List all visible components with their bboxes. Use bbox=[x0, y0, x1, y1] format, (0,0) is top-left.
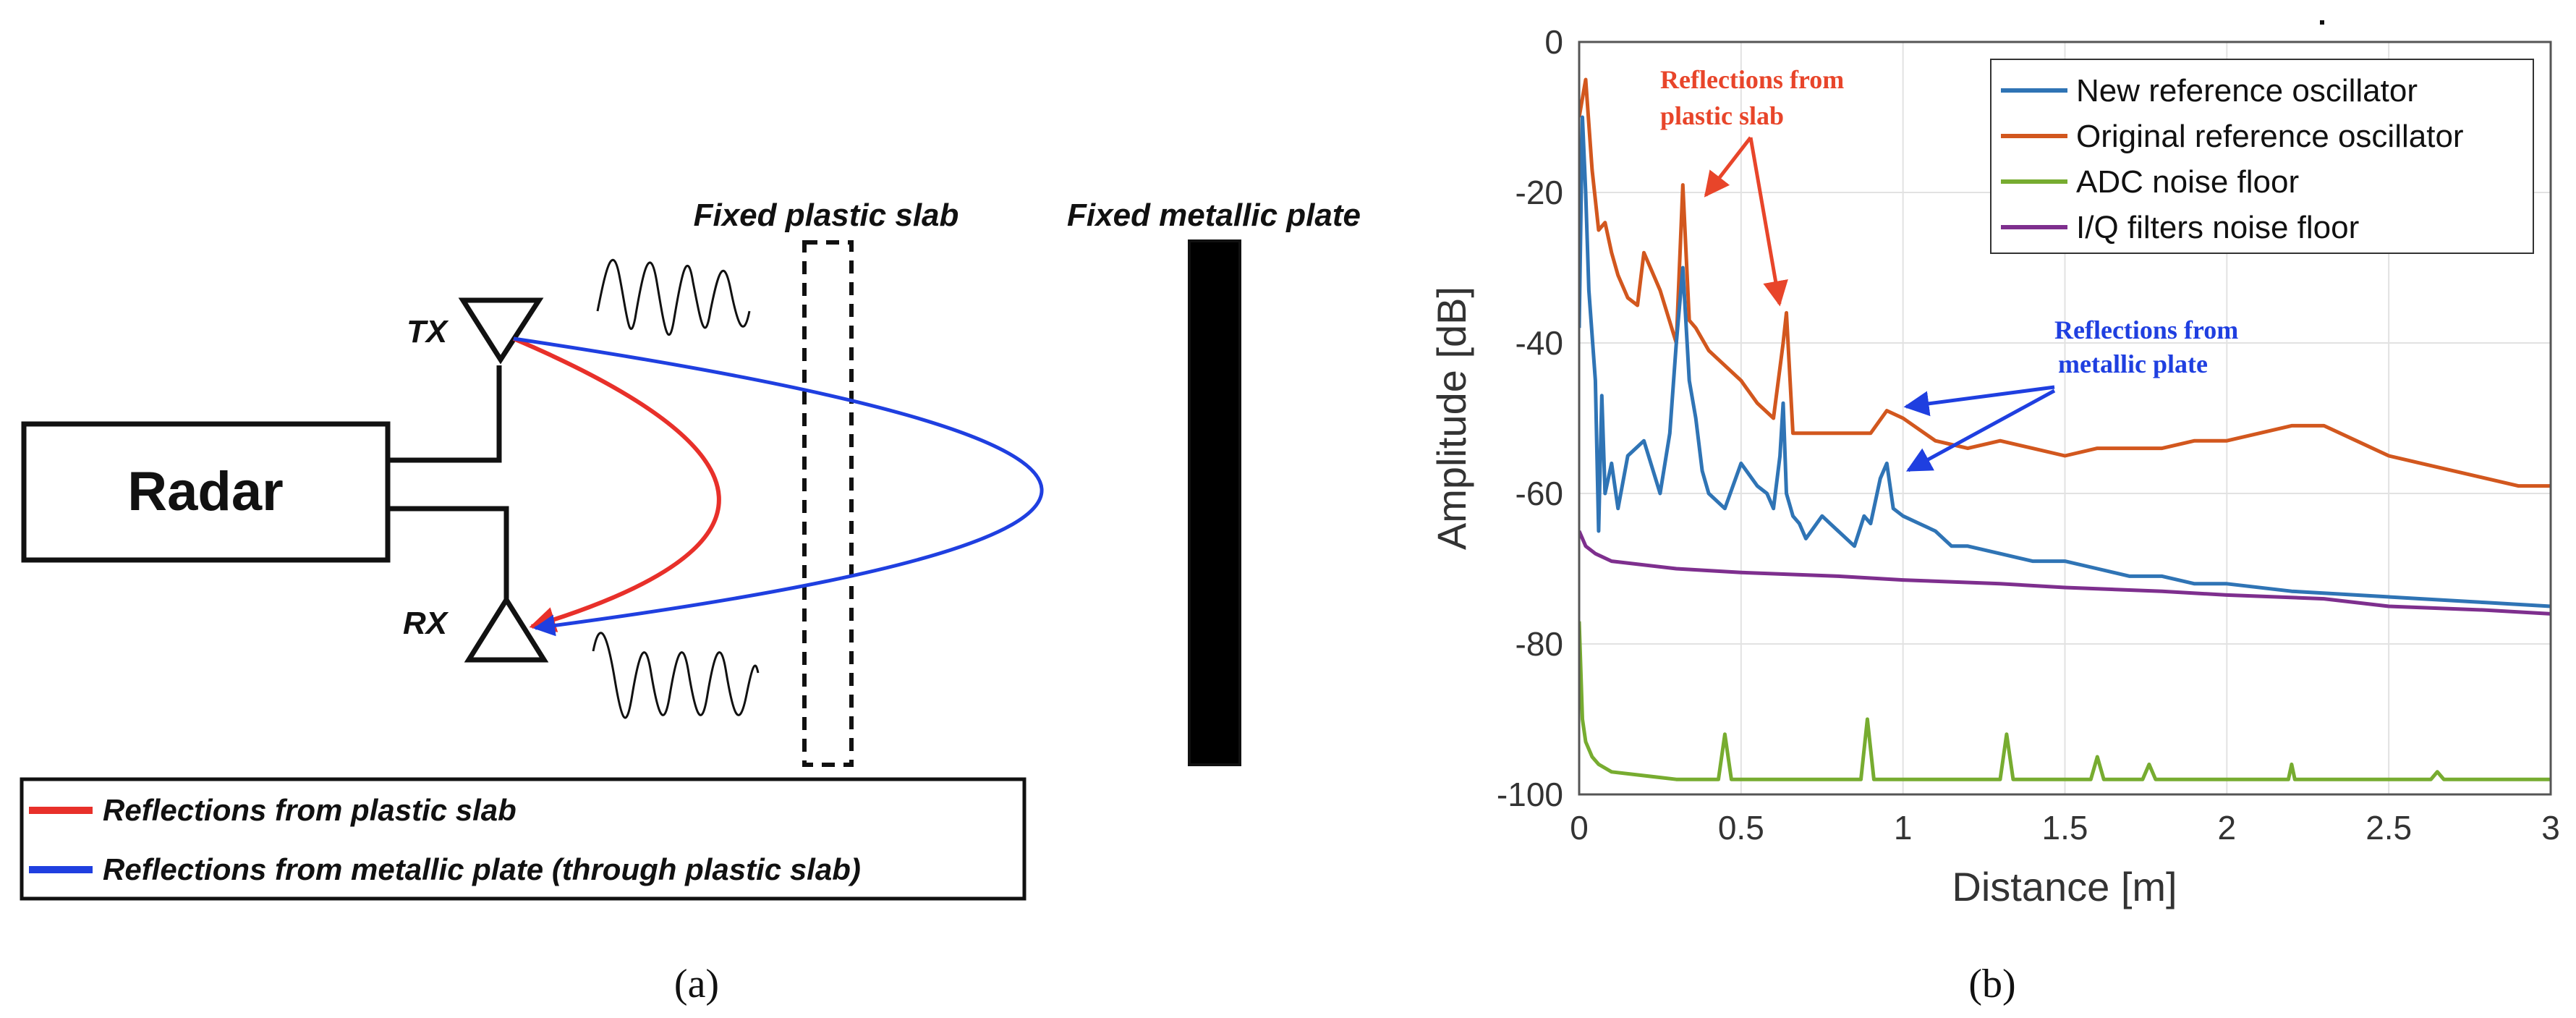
metallic-plate bbox=[1188, 239, 1241, 766]
legend-label: New reference oscillator bbox=[2076, 73, 2418, 109]
rx-antenna-icon bbox=[464, 595, 549, 663]
radar-label: Radar bbox=[127, 461, 283, 522]
x-tick-label: 0 bbox=[1570, 809, 1589, 847]
slab-label: Fixed plastic slab bbox=[694, 198, 959, 233]
panel-b: 0 0.5 1 1.5 2 2.5 3 0 -20 -40 -60 -80 -100 Distance … bbox=[1429, 20, 2560, 1006]
caption-a: (a) bbox=[674, 962, 719, 1006]
panel-a: Radar TX RX Fixed plastic slab Fixed met… bbox=[20, 198, 1361, 1006]
radar-box bbox=[21, 421, 391, 563]
x-tick-label: 1.5 bbox=[2042, 809, 2088, 847]
legend-blue-text: Reflections from metallic plate (through… bbox=[103, 852, 861, 886]
tx-wave-icon bbox=[596, 258, 751, 336]
rx-feed-line bbox=[388, 506, 509, 600]
annotation-metal-line1: Reflections from bbox=[2054, 315, 2238, 344]
x-tick-label: 2 bbox=[2218, 809, 2237, 847]
rx-wave-icon bbox=[592, 632, 760, 719]
chart-legend: New reference oscillator Original referen… bbox=[1990, 59, 2534, 254]
annotation-plastic-line1: Reflections from bbox=[1660, 65, 1844, 94]
annotation-metal-line2: metallic plate bbox=[2058, 349, 2208, 378]
series-line-3 bbox=[1579, 530, 2551, 616]
series-lines bbox=[1579, 77, 2551, 781]
panel-a-legend bbox=[20, 777, 1026, 901]
plastic-slab bbox=[802, 240, 854, 767]
x-axis-title: Distance [m] bbox=[1952, 864, 2177, 909]
y-axis-title: Amplitude [dB] bbox=[1429, 287, 1474, 550]
series-line-0 bbox=[1579, 115, 2551, 608]
plate-label: Fixed metallic plate bbox=[1067, 198, 1361, 233]
legend-label: Original reference oscillator bbox=[2076, 119, 2464, 154]
annotation-plastic: Reflections from plastic slab bbox=[1660, 65, 1844, 307]
y-tick-label: -60 bbox=[1516, 475, 1563, 512]
caption-b: (b) bbox=[1968, 962, 2015, 1006]
tx-antenna-icon bbox=[458, 297, 544, 365]
y-tick-label: 0 bbox=[1544, 23, 1563, 61]
stray-mark bbox=[2320, 20, 2324, 25]
annotation-metal: Reflections from metallic plate bbox=[1903, 315, 2238, 472]
legend-label: ADC noise floor bbox=[2076, 164, 2299, 200]
x-tick-label: 3 bbox=[2541, 809, 2560, 847]
legend-label: I/Q filters noise floor bbox=[2076, 210, 2359, 245]
y-tick-label: -20 bbox=[1516, 174, 1563, 211]
y-tick-label: -40 bbox=[1516, 324, 1563, 362]
x-tick-label: 2.5 bbox=[2365, 809, 2412, 847]
series-line-1 bbox=[1579, 77, 2551, 488]
annotation-plastic-arrow-2 bbox=[1748, 137, 1788, 307]
annotation-plastic-arrow-1 bbox=[1704, 136, 1752, 198]
red-reflection-path bbox=[512, 336, 721, 632]
x-tick-label: 1 bbox=[1894, 809, 1913, 847]
tx-label: TX bbox=[407, 314, 449, 349]
series-line-2 bbox=[1579, 621, 2551, 781]
y-tick-label: -80 bbox=[1516, 625, 1563, 663]
legend-red-text: Reflections from plastic slab bbox=[103, 793, 517, 827]
y-tick-label: -100 bbox=[1497, 776, 1563, 813]
blue-reflection-path bbox=[513, 336, 1044, 637]
annotation-metal-arrow-1 bbox=[1903, 385, 2055, 417]
annotation-metal-arrow-2 bbox=[1905, 389, 2056, 472]
chart-legend-box bbox=[1990, 59, 2534, 254]
plot-frame bbox=[1578, 41, 2552, 796]
x-tick-label: 0.5 bbox=[1718, 809, 1764, 847]
annotation-plastic-line2: plastic slab bbox=[1660, 101, 1784, 130]
tx-feed-line bbox=[388, 365, 502, 463]
rx-label: RX bbox=[403, 606, 449, 641]
tick-labels: 0 0.5 1 1.5 2 2.5 3 0 -20 -40 -60 -80 -100 bbox=[1497, 23, 2560, 847]
